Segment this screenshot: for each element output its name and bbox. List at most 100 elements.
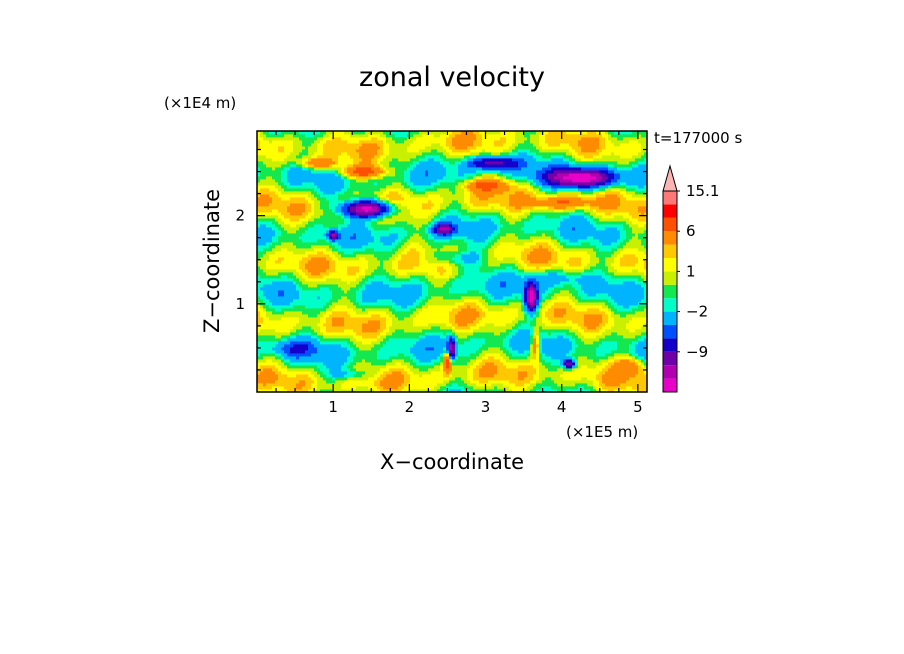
- contour-cell: [545, 359, 549, 363]
- contour-cell: [527, 326, 531, 330]
- contour-cell: [614, 293, 618, 297]
- contour-cell: [491, 356, 495, 360]
- contour-cell: [344, 350, 348, 354]
- contour-cell: [275, 296, 279, 300]
- contour-cell: [551, 320, 555, 324]
- contour-cell: [398, 368, 402, 372]
- contour-cell: [356, 353, 360, 357]
- contour-cell: [380, 380, 384, 384]
- contour-cell: [563, 293, 567, 297]
- contour-cell: [623, 386, 627, 390]
- contour-cell: [458, 308, 462, 312]
- contour-cell: [383, 284, 387, 288]
- contour-cell: [473, 293, 477, 297]
- contour-cell: [302, 302, 306, 306]
- contour-cell: [347, 305, 351, 309]
- contour-cell: [443, 347, 447, 351]
- contour-cell: [323, 350, 327, 354]
- contour-cell: [299, 299, 303, 303]
- contour-cell: [386, 281, 390, 285]
- contour-cell: [281, 359, 285, 363]
- contour-cell: [611, 317, 615, 321]
- contour-cell: [356, 293, 360, 297]
- contour-cell: [470, 362, 474, 366]
- contour-cell: [638, 383, 642, 387]
- contour-cell: [401, 290, 405, 294]
- contour-cell: [461, 278, 465, 282]
- contour-cell: [599, 353, 603, 357]
- contour-cell: [617, 284, 621, 288]
- contour-cell: [275, 371, 279, 375]
- contour-cell: [587, 317, 591, 321]
- contour-cell: [374, 368, 378, 372]
- contour-cell: [329, 275, 333, 279]
- contour-cell: [398, 389, 402, 392]
- contour-cell: [587, 380, 591, 384]
- contour-cell: [263, 296, 267, 300]
- contour-cell: [500, 356, 504, 360]
- contour-cell: [491, 317, 495, 321]
- contour-cell: [323, 374, 327, 378]
- contour-cell: [488, 350, 492, 354]
- contour-cell: [467, 302, 471, 306]
- contour-cell: [296, 386, 300, 390]
- contour-cell: [413, 299, 417, 303]
- contour-cell: [473, 311, 477, 315]
- contour-cell: [374, 284, 378, 288]
- contour-cell: [317, 377, 321, 381]
- contour-cell: [572, 371, 576, 375]
- contour-cell: [503, 293, 507, 297]
- contour-cell: [563, 347, 567, 351]
- contour-cell: [641, 290, 645, 294]
- contour-cell: [428, 281, 432, 285]
- contour-cell: [464, 380, 468, 384]
- contour-cell: [293, 287, 297, 291]
- contour-cell: [470, 281, 474, 285]
- contour-cell: [554, 296, 558, 300]
- contour-cell: [578, 374, 582, 378]
- contour-cell: [527, 350, 531, 354]
- contour-cell: [398, 344, 402, 348]
- contour-cell: [431, 365, 435, 369]
- contour-cell: [347, 308, 351, 312]
- contour-cell: [443, 323, 447, 327]
- contour-cell: [509, 377, 513, 381]
- contour-cell: [620, 365, 624, 369]
- contour-cell: [602, 320, 606, 324]
- contour-cell: [542, 323, 546, 327]
- contour-cell: [317, 305, 321, 309]
- contour-cell: [635, 353, 639, 357]
- contour-cell: [506, 368, 510, 372]
- contour-cell: [374, 305, 378, 309]
- contour-cell: [563, 389, 567, 392]
- contour-cell: [338, 341, 342, 345]
- contour-cell: [302, 353, 306, 357]
- contour-cell: [377, 344, 381, 348]
- contour-cell: [335, 341, 339, 345]
- contour-cell: [572, 359, 576, 363]
- contour-cell: [353, 299, 357, 303]
- contour-cell: [575, 326, 579, 330]
- contour-cell: [638, 308, 642, 312]
- contour-cell: [293, 329, 297, 333]
- contour-cell: [290, 332, 294, 336]
- contour-cell: [323, 302, 327, 306]
- contour-cell: [344, 299, 348, 303]
- contour-cell: [341, 359, 345, 363]
- contour-cell: [371, 311, 375, 315]
- contour-cell: [590, 368, 594, 372]
- contour-cell: [428, 380, 432, 384]
- contour-cell: [539, 380, 543, 384]
- contour-cell: [605, 323, 609, 327]
- contour-cell: [317, 284, 321, 288]
- contour-cell: [626, 293, 630, 297]
- contour-cell: [416, 308, 420, 312]
- contour-cell: [464, 377, 468, 381]
- contour-cell: [497, 332, 501, 336]
- contour-cell: [410, 365, 414, 369]
- contour-cell: [434, 287, 438, 291]
- contour-cell: [269, 350, 273, 354]
- contour-cell: [269, 368, 273, 372]
- contour-cell: [458, 323, 462, 327]
- contour-cell: [338, 350, 342, 354]
